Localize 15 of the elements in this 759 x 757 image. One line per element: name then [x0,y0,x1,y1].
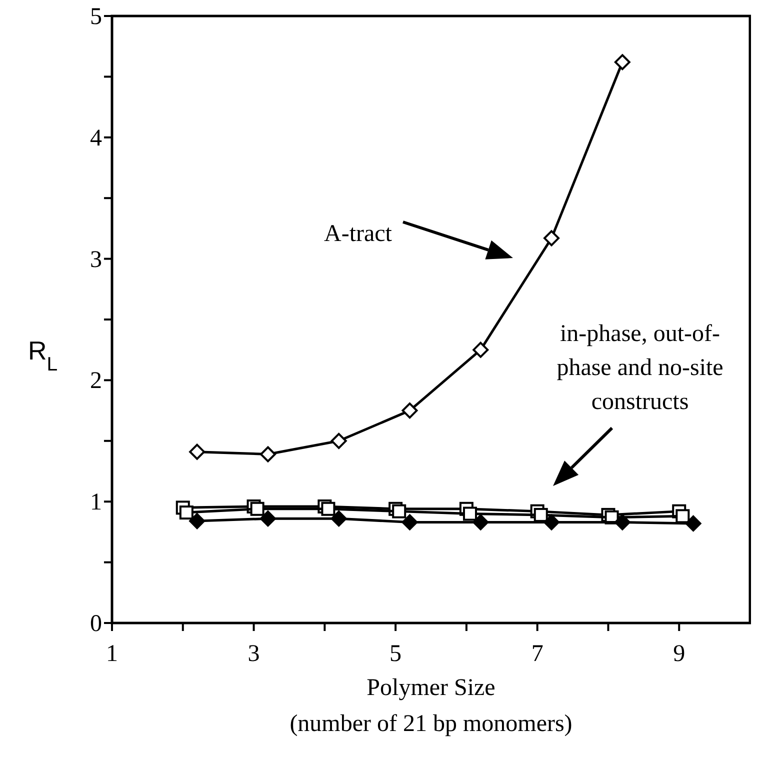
x-tick-label: 7 [531,641,544,667]
x-tick-label: 5 [390,641,402,667]
y-tick-label: 3 [90,246,102,273]
y-axis-title: R$_{L}$ [28,336,58,376]
y-tick-label: 5 [90,4,102,30]
x-tick-label: 3 [248,641,260,667]
annotation: in-phase, out-of- phase and no-site constructs [556,321,724,415]
y-tick-label: 2 [90,368,102,394]
x-axis-title: Polymer Size (number of 21 bp monomers) [290,675,572,737]
x-tick-label: 1 [106,641,118,667]
y-tick-label: 1 [90,490,102,516]
y-tick-label: 4 [90,125,102,152]
y-tick-label: 0 [90,611,102,637]
x-tick-label: 9 [673,641,686,667]
annotation: A-tract [324,221,392,247]
